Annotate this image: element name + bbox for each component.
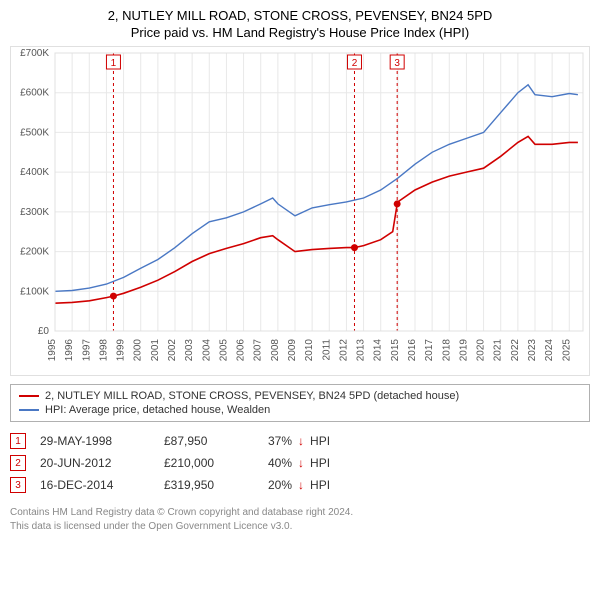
y-tick-label: £0 (38, 326, 50, 337)
title-block: 2, NUTLEY MILL ROAD, STONE CROSS, PEVENS… (10, 8, 590, 46)
transaction-row: 3 16-DEC-2014 £319,950 20% ↓ HPI (10, 474, 590, 496)
event-badge-number: 2 (352, 58, 358, 69)
transaction-row: 1 29-MAY-1998 £87,950 37% ↓ HPI (10, 430, 590, 452)
attribution: Contains HM Land Registry data © Crown c… (10, 506, 590, 533)
transaction-rel: HPI (310, 456, 330, 470)
legend-label: 2, NUTLEY MILL ROAD, STONE CROSS, PEVENS… (45, 390, 459, 402)
x-tick-label: 2018 (441, 339, 452, 362)
x-tick-label: 2010 (304, 339, 315, 362)
transaction-rel: HPI (310, 434, 330, 448)
legend: 2, NUTLEY MILL ROAD, STONE CROSS, PEVENS… (10, 384, 590, 422)
x-tick-label: 1999 (116, 339, 127, 362)
x-tick-label: 2025 (561, 339, 572, 362)
transaction-date: 16-DEC-2014 (40, 478, 150, 492)
x-tick-label: 2007 (253, 339, 264, 362)
transaction-row: 2 20-JUN-2012 £210,000 40% ↓ HPI (10, 452, 590, 474)
x-tick-label: 1995 (47, 339, 58, 362)
transaction-price: £210,000 (164, 456, 254, 470)
x-tick-label: 2008 (270, 339, 281, 362)
attribution-line-1: Contains HM Land Registry data © Crown c… (10, 506, 590, 520)
x-tick-label: 2012 (338, 339, 349, 362)
transaction-diff-pct: 40% (268, 456, 292, 470)
y-tick-label: £200K (20, 247, 49, 258)
transaction-date: 29-MAY-1998 (40, 434, 150, 448)
legend-item: 2, NUTLEY MILL ROAD, STONE CROSS, PEVENS… (19, 389, 581, 403)
x-tick-label: 2015 (390, 339, 401, 362)
down-arrow-icon: ↓ (298, 434, 304, 448)
transaction-diff: 20% ↓ HPI (268, 478, 330, 492)
transaction-badge: 3 (10, 477, 26, 493)
x-tick-label: 2005 (218, 339, 229, 362)
y-tick-label: £400K (20, 167, 49, 178)
y-tick-label: £100K (20, 286, 49, 297)
chart-svg: £0 £100K £200K £300K £400K £500K £600K £700K 199… (11, 47, 589, 375)
transaction-date: 20-JUN-2012 (40, 456, 150, 470)
event-badge-number: 1 (111, 58, 117, 69)
attribution-line-2: This data is licensed under the Open Gov… (10, 520, 590, 534)
x-tick-label: 2020 (476, 339, 487, 362)
x-tick-label: 2004 (201, 339, 212, 362)
x-tick-label: 2006 (236, 339, 247, 362)
down-arrow-icon: ↓ (298, 478, 304, 492)
transaction-badge: 1 (10, 433, 26, 449)
transaction-diff: 37% ↓ HPI (268, 434, 330, 448)
chart-plot-area: £0 £100K £200K £300K £400K £500K £600K £700K 199… (10, 46, 590, 376)
series-marker (110, 293, 117, 300)
y-tick-label: £500K (20, 127, 49, 138)
transaction-price: £319,950 (164, 478, 254, 492)
transaction-diff-pct: 37% (268, 434, 292, 448)
x-tick-label: 1997 (81, 339, 92, 362)
transaction-diff-pct: 20% (268, 478, 292, 492)
x-tick-label: 2017 (424, 339, 435, 362)
chart-title: 2, NUTLEY MILL ROAD, STONE CROSS, PEVENS… (10, 8, 590, 23)
y-tick-label: £300K (20, 207, 49, 218)
x-tick-label: 2016 (407, 339, 418, 362)
x-tick-label: 2013 (356, 339, 367, 362)
legend-label: HPI: Average price, detached house, Weal… (45, 404, 270, 416)
legend-swatch (19, 395, 39, 397)
x-tick-label: 2024 (544, 339, 555, 362)
transaction-badge: 2 (10, 455, 26, 471)
x-tick-label: 2003 (184, 339, 195, 362)
x-tick-label: 1996 (64, 339, 75, 362)
down-arrow-icon: ↓ (298, 456, 304, 470)
series-marker (351, 244, 358, 251)
x-tick-label: 2023 (527, 339, 538, 362)
x-tick-label: 2021 (493, 339, 504, 362)
x-tick-label: 2019 (458, 339, 469, 362)
transaction-price: £87,950 (164, 434, 254, 448)
event-badge-number: 3 (394, 58, 400, 69)
x-tick-label: 2002 (167, 339, 178, 362)
x-tick-label: 2011 (321, 339, 332, 361)
x-tick-label: 2022 (510, 339, 521, 362)
y-tick-label: £600K (20, 88, 49, 99)
transaction-rel: HPI (310, 478, 330, 492)
transactions-table: 1 29-MAY-1998 £87,950 37% ↓ HPI 2 20-JUN-2012 £2… (10, 430, 590, 496)
x-tick-label: 2009 (287, 339, 298, 362)
x-tick-label: 1998 (98, 339, 109, 362)
legend-swatch (19, 409, 39, 411)
chart-container: 2, NUTLEY MILL ROAD, STONE CROSS, PEVENS… (0, 0, 600, 590)
x-tick-label: 2000 (133, 339, 144, 362)
x-tick-label: 2014 (373, 339, 384, 362)
legend-item: HPI: Average price, detached house, Weal… (19, 403, 581, 417)
transaction-diff: 40% ↓ HPI (268, 456, 330, 470)
series-marker (394, 200, 401, 207)
y-tick-label: £700K (20, 48, 49, 59)
x-tick-label: 2001 (150, 339, 161, 362)
chart-subtitle: Price paid vs. HM Land Registry's House … (10, 25, 590, 40)
